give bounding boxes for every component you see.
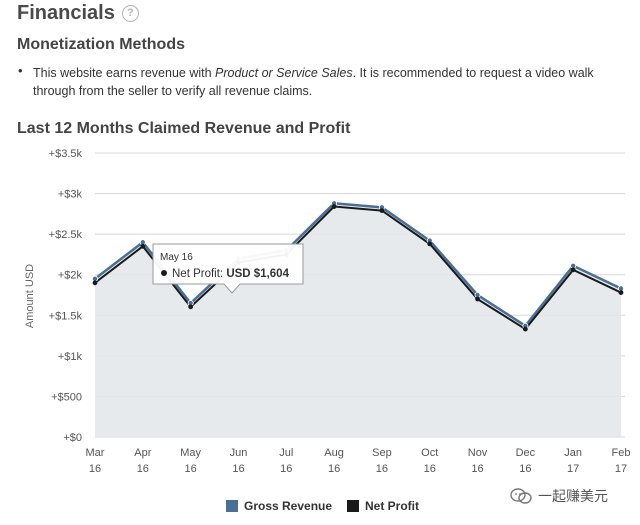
- monetization-heading: Monetization Methods: [17, 36, 185, 53]
- x-tick-label-year: 16: [137, 463, 149, 475]
- chart-legend: Gross Revenue Net Profit: [0, 499, 640, 515]
- tooltip: May 16 Net Profit: USD $1,604: [152, 243, 304, 294]
- x-tick-label-year: 17: [567, 463, 579, 475]
- x-tick-label-year: 16: [232, 463, 244, 475]
- financials-heading: Financials ?: [17, 2, 139, 25]
- x-tick-label-year: 16: [376, 463, 388, 475]
- net-profit-point: [379, 208, 385, 214]
- x-tick-label: May: [180, 447, 201, 459]
- x-tick-label: Sep: [372, 447, 392, 459]
- net-profit-point: [570, 267, 576, 273]
- y-tick-label: +$2.5k: [49, 229, 83, 241]
- description-method: Product or Service Sales: [215, 66, 353, 80]
- bullet-icon: •: [18, 63, 23, 78]
- gross-revenue-swatch: [226, 500, 238, 512]
- net-profit-line: [94, 205, 622, 331]
- y-tick-label: +$1k: [58, 351, 83, 363]
- net-profit-point: [475, 296, 480, 302]
- y-axis-label: Amount USD: [24, 264, 36, 328]
- net-profit-swatch: [347, 500, 359, 512]
- area-fill: [95, 203, 621, 437]
- x-tick-label-year: 16: [89, 463, 101, 475]
- x-tick-label-year: 16: [328, 463, 340, 475]
- y-tick-label: +$500: [51, 391, 82, 403]
- financials-title: Financials: [17, 2, 115, 24]
- x-tick-label-year: 17: [615, 463, 627, 475]
- x-tick-label: Jan: [564, 447, 582, 459]
- tooltip-date: May 16: [160, 252, 193, 263]
- tooltip-series-dot: [161, 270, 167, 276]
- x-tick-label-year: 16: [471, 463, 483, 475]
- x-tick-label: Nov: [468, 447, 488, 459]
- legend-label-net: Net Profit: [365, 499, 419, 513]
- y-tick-label: +$3.5k: [49, 148, 83, 160]
- watermark: 一起赚美元: [510, 486, 608, 506]
- x-tick-label-year: 16: [424, 463, 436, 475]
- net-profit-point: [427, 241, 433, 247]
- tooltip-value: USD $1,604: [226, 268, 289, 280]
- x-tick-label: Dec: [516, 447, 536, 459]
- y-tick-label: +$3k: [58, 189, 83, 201]
- monetization-description: This website earns revenue with Product …: [33, 64, 628, 100]
- net-profit-point: [92, 280, 98, 286]
- net-profit-point: [618, 290, 624, 295]
- x-tick-label: Mar: [86, 447, 105, 459]
- y-tick-label: +$2k: [58, 270, 83, 282]
- series-lines: [94, 202, 622, 331]
- watermark-text: 一起赚美元: [538, 488, 608, 504]
- x-tick-label: Jul: [279, 447, 293, 459]
- x-tick-label: Apr: [134, 447, 151, 459]
- y-tick-label: +$1.5k: [49, 310, 83, 322]
- x-tick-label: Jun: [230, 447, 248, 459]
- revenue-profit-chart[interactable]: +$0 +$500 +$1k +$1.5k +$2k +$2.5k +$3k +$3.5k Ma…: [0, 140, 640, 495]
- tooltip-label: Net Profit: USD $1,604: [172, 268, 290, 280]
- chart-heading: Last 12 Months Claimed Revenue and Profi…: [17, 120, 351, 137]
- x-tick-label-year: 16: [519, 463, 531, 475]
- gross-revenue-line: [94, 202, 622, 328]
- tooltip-series-label: Net Profit:: [172, 268, 226, 280]
- net-profit-point: [331, 204, 337, 209]
- x-tick-label: Feb: [612, 447, 631, 459]
- legend-item-net-profit[interactable]: Net Profit: [347, 499, 419, 513]
- axis-ticks: +$0 +$500 +$1k +$1.5k +$2k +$2.5k +$3k +$3.5k Ma…: [49, 148, 631, 475]
- legend-item-gross-revenue[interactable]: Gross Revenue: [226, 499, 332, 513]
- net-profit-point: [188, 304, 194, 310]
- net-profit-point: [140, 243, 146, 249]
- y-tick-label: +$0: [63, 432, 82, 444]
- help-icon[interactable]: ?: [121, 5, 139, 22]
- x-tick-label-year: 16: [185, 463, 197, 475]
- description-text-end: . It is recommended to request a video w…: [33, 66, 594, 98]
- x-tick-label: Oct: [421, 447, 438, 459]
- x-tick-label-year: 16: [280, 463, 292, 475]
- net-profit-point: [522, 326, 528, 332]
- legend-label-gross: Gross Revenue: [244, 499, 333, 513]
- description-text-start: This website earns revenue with: [33, 66, 216, 80]
- wechat-icon: [510, 488, 532, 504]
- x-tick-label: Aug: [324, 447, 344, 459]
- gross-revenue-area: [95, 203, 621, 437]
